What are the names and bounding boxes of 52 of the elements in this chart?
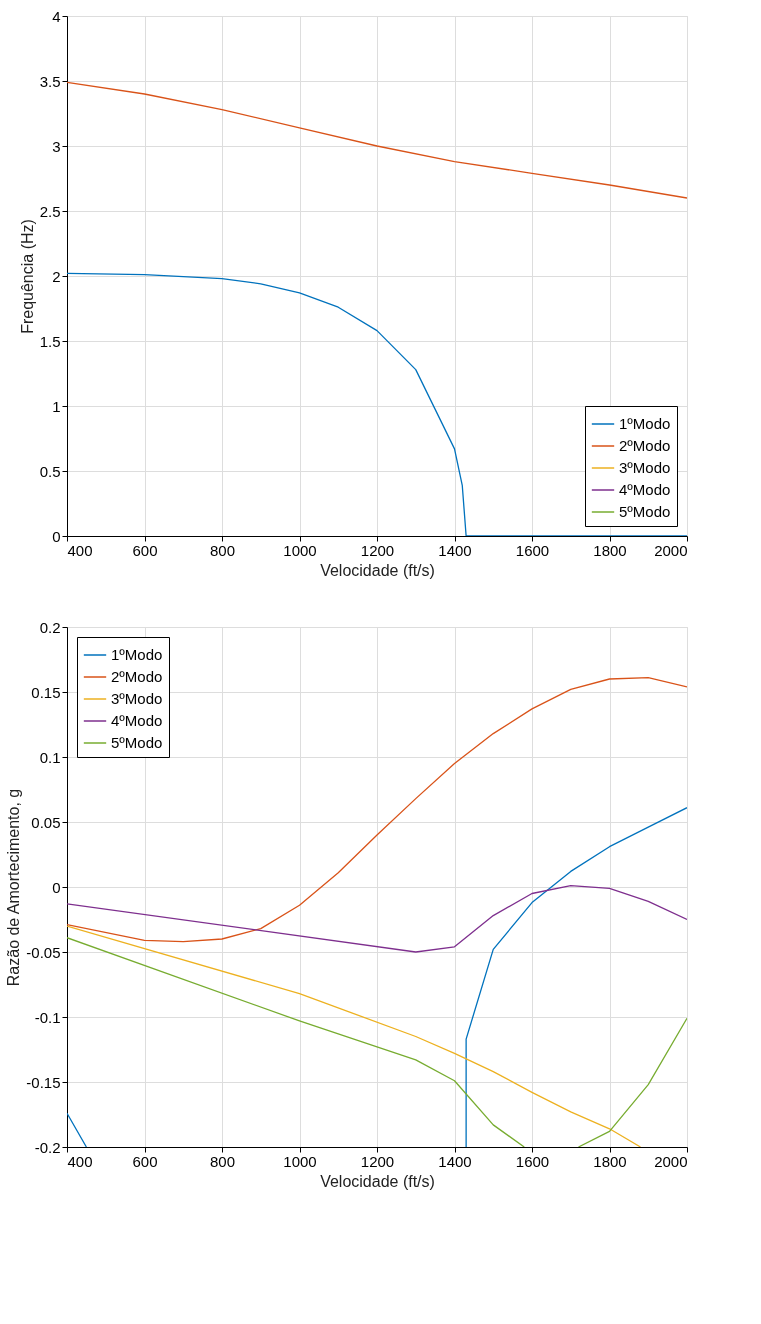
y-tick-label: 0.15 [31, 683, 61, 701]
y-axis-title: Frequência (Hz) [18, 219, 36, 334]
x-tick-label: 1400 [438, 1152, 472, 1170]
x-tick-label: 1000 [283, 541, 317, 559]
y-tick-label: -0.1 [34, 1008, 61, 1026]
y-tick-label: 0.2 [39, 618, 61, 636]
y-tick-label: 2.5 [39, 202, 61, 220]
y-tick-label: 3.5 [39, 72, 61, 90]
x-tick-label: 1000 [283, 1152, 317, 1170]
legend-label: 1ºModo [111, 646, 163, 663]
y-tick-label: 0 [52, 878, 61, 896]
x-tick-label: 1200 [360, 1152, 395, 1170]
x-tick-label: 400 [67, 1152, 93, 1170]
y-tick-label: -0.2 [34, 1138, 61, 1156]
legend-label: 4ºModo [111, 712, 163, 729]
y-tick-label: 0.1 [39, 748, 61, 766]
legend-label: 5ºModo [619, 503, 671, 520]
x-tick-label: 1400 [438, 541, 472, 559]
y-tick-label: -0.15 [26, 1073, 61, 1091]
y-tick-label: 0 [52, 527, 61, 545]
legend-label: 1ºModo [619, 415, 671, 432]
x-axis-title: Velocidade (ft/s) [320, 561, 435, 579]
x-tick-label: 600 [132, 541, 158, 559]
x-tick-label: 800 [209, 541, 236, 559]
y-tick-label: 1.5 [39, 332, 61, 350]
y-tick-label: 3 [52, 137, 61, 155]
x-tick-label: 1200 [360, 541, 395, 559]
x-tick-label: 2000 [654, 1152, 688, 1170]
y-tick-label: 4 [52, 7, 61, 25]
legend-label: 4ºModo [619, 481, 671, 498]
x-tick-label: 600 [132, 1152, 158, 1170]
x-tick-label: 1600 [515, 541, 550, 559]
line-series [67, 81, 687, 199]
legend-label: 3ºModo [111, 690, 163, 707]
legend-label: 2ºModo [619, 437, 671, 454]
y-tick-label: 1 [52, 397, 61, 415]
x-tick-label: 2000 [654, 541, 688, 559]
x-tick-label: 400 [67, 541, 93, 559]
y-tick-label: -0.05 [26, 943, 61, 961]
line-series [67, 885, 687, 953]
y-tick-label: 0.5 [39, 462, 61, 480]
y-tick-label: 0.05 [31, 813, 61, 831]
legend-label: 5ºModo [111, 734, 163, 751]
x-tick-label: 1800 [593, 541, 627, 559]
legend-label: 3ºModo [619, 459, 671, 476]
x-tick-label: 1600 [515, 1152, 550, 1170]
x-tick-label: 1800 [593, 1152, 627, 1170]
y-axis-title: Razão de Amortecimento, g [5, 788, 23, 987]
legend-label: 2ºModo [111, 668, 163, 685]
y-tick-label: 2 [52, 267, 61, 285]
x-tick-label: 800 [209, 1152, 236, 1170]
x-axis-title: Velocidade (ft/s) [320, 1172, 435, 1190]
